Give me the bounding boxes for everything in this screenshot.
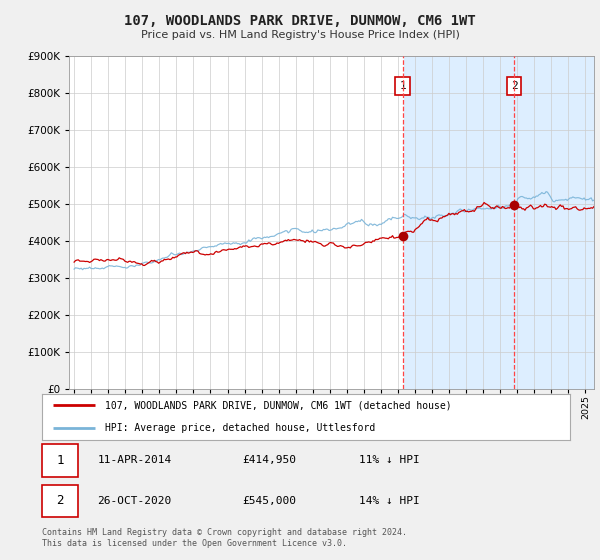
Text: HPI: Average price, detached house, Uttlesford: HPI: Average price, detached house, Uttl… (106, 423, 376, 433)
Text: 11% ↓ HPI: 11% ↓ HPI (359, 455, 419, 465)
Text: 1: 1 (400, 81, 406, 91)
Text: 14% ↓ HPI: 14% ↓ HPI (359, 496, 419, 506)
Text: 26-OCT-2020: 26-OCT-2020 (97, 496, 172, 506)
Text: 11-APR-2014: 11-APR-2014 (97, 455, 172, 465)
Text: 1: 1 (56, 454, 64, 467)
Text: 2: 2 (56, 494, 64, 507)
Text: £414,950: £414,950 (242, 455, 296, 465)
Text: £545,000: £545,000 (242, 496, 296, 506)
Text: Contains HM Land Registry data © Crown copyright and database right 2024.
This d: Contains HM Land Registry data © Crown c… (42, 528, 407, 548)
FancyBboxPatch shape (42, 444, 78, 477)
Text: 2: 2 (511, 81, 518, 91)
FancyBboxPatch shape (42, 484, 78, 517)
Text: Price paid vs. HM Land Registry's House Price Index (HPI): Price paid vs. HM Land Registry's House … (140, 30, 460, 40)
Text: 107, WOODLANDS PARK DRIVE, DUNMOW, CM6 1WT (detached house): 107, WOODLANDS PARK DRIVE, DUNMOW, CM6 1… (106, 400, 452, 410)
Text: 107, WOODLANDS PARK DRIVE, DUNMOW, CM6 1WT: 107, WOODLANDS PARK DRIVE, DUNMOW, CM6 1… (124, 14, 476, 28)
